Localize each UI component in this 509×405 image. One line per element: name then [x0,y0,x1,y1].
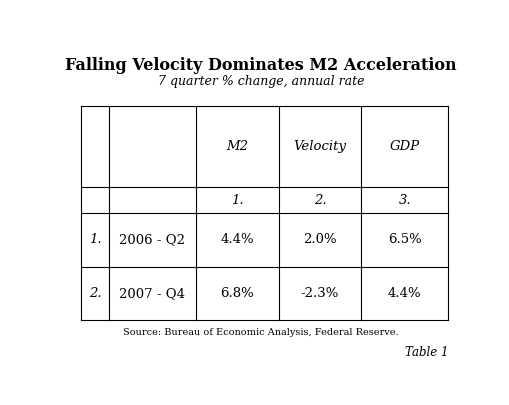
Text: 3.: 3. [399,194,411,207]
Text: 6.5%: 6.5% [388,233,422,246]
Text: 2.: 2. [314,194,326,207]
Text: Velocity: Velocity [294,141,347,153]
Text: 4.4%: 4.4% [388,287,421,300]
Text: 6.8%: 6.8% [220,287,254,300]
Text: Falling Velocity Dominates M2 Acceleration: Falling Velocity Dominates M2 Accelerati… [65,57,457,74]
Text: 2006 - Q2: 2006 - Q2 [120,233,185,246]
Text: 2.0%: 2.0% [303,233,337,246]
Text: M2: M2 [226,141,248,153]
Text: 7 quarter % change, annual rate: 7 quarter % change, annual rate [158,75,364,88]
Text: GDP: GDP [390,141,420,153]
Text: 2007 - Q4: 2007 - Q4 [120,287,185,300]
Text: 4.4%: 4.4% [220,233,254,246]
Text: 2.: 2. [89,287,101,300]
Text: -2.3%: -2.3% [301,287,339,300]
Text: 1.: 1. [231,194,243,207]
Text: 1.: 1. [89,233,101,246]
Text: Table 1: Table 1 [405,346,448,359]
Text: Source: Bureau of Economic Analysis, Federal Reserve.: Source: Bureau of Economic Analysis, Fed… [123,328,399,337]
